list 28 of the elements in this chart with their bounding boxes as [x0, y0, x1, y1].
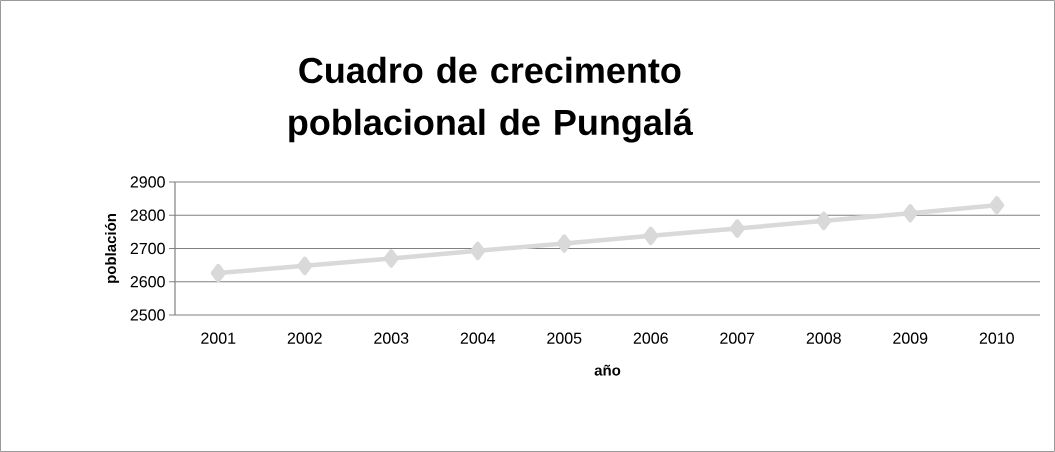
point: [210, 263, 226, 283]
x-tick-label: 2003: [374, 332, 409, 344]
x-tick-label: 2009: [893, 332, 928, 344]
y-tick-label: 2500: [130, 309, 165, 321]
point: [729, 219, 745, 238]
y-axis-title: población: [104, 214, 120, 283]
chart-title: Cuadro de crecimento poblacional de Pungalá: [289, 56, 693, 143]
y-tick-label: 2600: [130, 276, 165, 288]
point: [989, 196, 1005, 215]
y-tick-label: 2800: [130, 209, 165, 221]
point: [556, 234, 572, 253]
x-tick-label: 2004: [460, 332, 496, 344]
point: [643, 226, 659, 246]
point: [297, 256, 313, 276]
x-axis-title: año: [594, 364, 621, 376]
x-tick-label: 2010: [979, 332, 1014, 344]
x-tick-label: 2006: [633, 332, 668, 344]
point: [383, 249, 399, 268]
y-tick-label: 2900: [130, 176, 165, 188]
x-tick-label: 2007: [720, 332, 755, 344]
y-tick-label: 2700: [130, 242, 165, 255]
x-tick-label: 2001: [201, 332, 236, 344]
point: [902, 204, 918, 223]
point: [470, 241, 486, 261]
x-tick-label: 2008: [806, 332, 841, 344]
x-tick-label: 2002: [287, 332, 322, 344]
point: [816, 211, 832, 231]
x-tick-label: 2005: [547, 332, 582, 344]
